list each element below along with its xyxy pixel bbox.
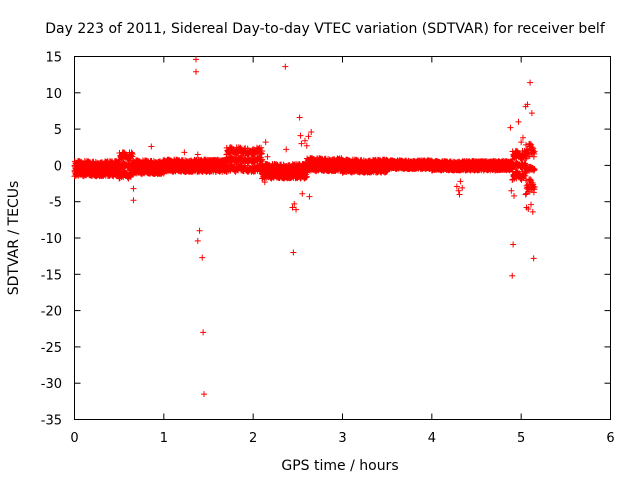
data-point — [299, 190, 306, 197]
data-point — [297, 132, 304, 139]
data-point — [515, 118, 522, 125]
data-point — [129, 151, 136, 158]
data-point — [201, 391, 208, 398]
data-point — [308, 129, 315, 136]
data-point — [456, 191, 463, 198]
data-point — [194, 151, 201, 158]
chart-title: Day 223 of 2011, Sidereal Day-to-day VTE… — [45, 21, 606, 37]
data-point — [510, 241, 517, 248]
data-point — [507, 124, 514, 131]
x-tick-label: 6 — [606, 431, 614, 446]
data-point — [258, 144, 265, 151]
data-point — [530, 255, 537, 262]
data-point — [306, 193, 313, 200]
data-point — [192, 68, 199, 75]
data-point — [282, 63, 289, 70]
x-tick-label: 0 — [70, 431, 78, 446]
y-tick-label: 10 — [45, 87, 62, 102]
x-tick-label: 5 — [517, 431, 525, 446]
data-point — [305, 133, 312, 140]
y-axis-label: SDTVAR / TECUs — [6, 181, 22, 296]
x-tick-label: 4 — [428, 431, 436, 446]
x-axis-label: GPS time / hours — [281, 458, 398, 474]
y-tick-label: -35 — [41, 414, 62, 429]
data-point — [130, 185, 137, 192]
data-point — [529, 208, 536, 215]
data-point — [459, 184, 466, 191]
y-tick-label: -10 — [41, 232, 62, 247]
data-point — [527, 79, 534, 86]
data-point — [303, 173, 310, 180]
data-point — [199, 254, 206, 261]
data-point — [130, 197, 137, 204]
data-point — [148, 143, 155, 150]
data-point — [181, 149, 188, 156]
y-tick-label: 5 — [54, 123, 62, 138]
data-point — [283, 146, 290, 153]
data-point — [508, 187, 515, 194]
data-point — [194, 237, 201, 244]
data-point — [200, 329, 207, 336]
y-tick-label: -25 — [41, 341, 62, 356]
y-tick-label: -20 — [41, 305, 62, 320]
x-tick-label: 1 — [160, 431, 168, 446]
data-point — [290, 249, 297, 256]
data-point — [528, 110, 535, 117]
data-point — [298, 140, 305, 147]
y-tick-label: 0 — [54, 159, 62, 174]
y-tick-label: -15 — [41, 268, 62, 283]
plot-frame — [74, 56, 611, 420]
data-point — [259, 147, 266, 154]
data-point — [262, 139, 269, 146]
axis-ticks: 0 1 2 3 4 5 6 -35 -30 -25 -20 -15 -10 -5 0 5 10 15 — [41, 51, 615, 447]
y-tick-label: -5 — [49, 196, 62, 211]
x-tick-label: 3 — [338, 431, 346, 446]
data-point — [196, 227, 203, 234]
x-tick-label: 2 — [249, 431, 257, 446]
data-point — [509, 272, 516, 279]
y-tick-label: 15 — [45, 51, 62, 66]
data-point — [457, 178, 464, 185]
data-point — [192, 56, 199, 63]
data-point — [264, 153, 271, 160]
data-point — [511, 192, 518, 199]
data-points — [71, 56, 538, 398]
data-point — [527, 201, 534, 208]
data-point — [296, 114, 303, 121]
y-tick-label: -30 — [41, 377, 62, 392]
